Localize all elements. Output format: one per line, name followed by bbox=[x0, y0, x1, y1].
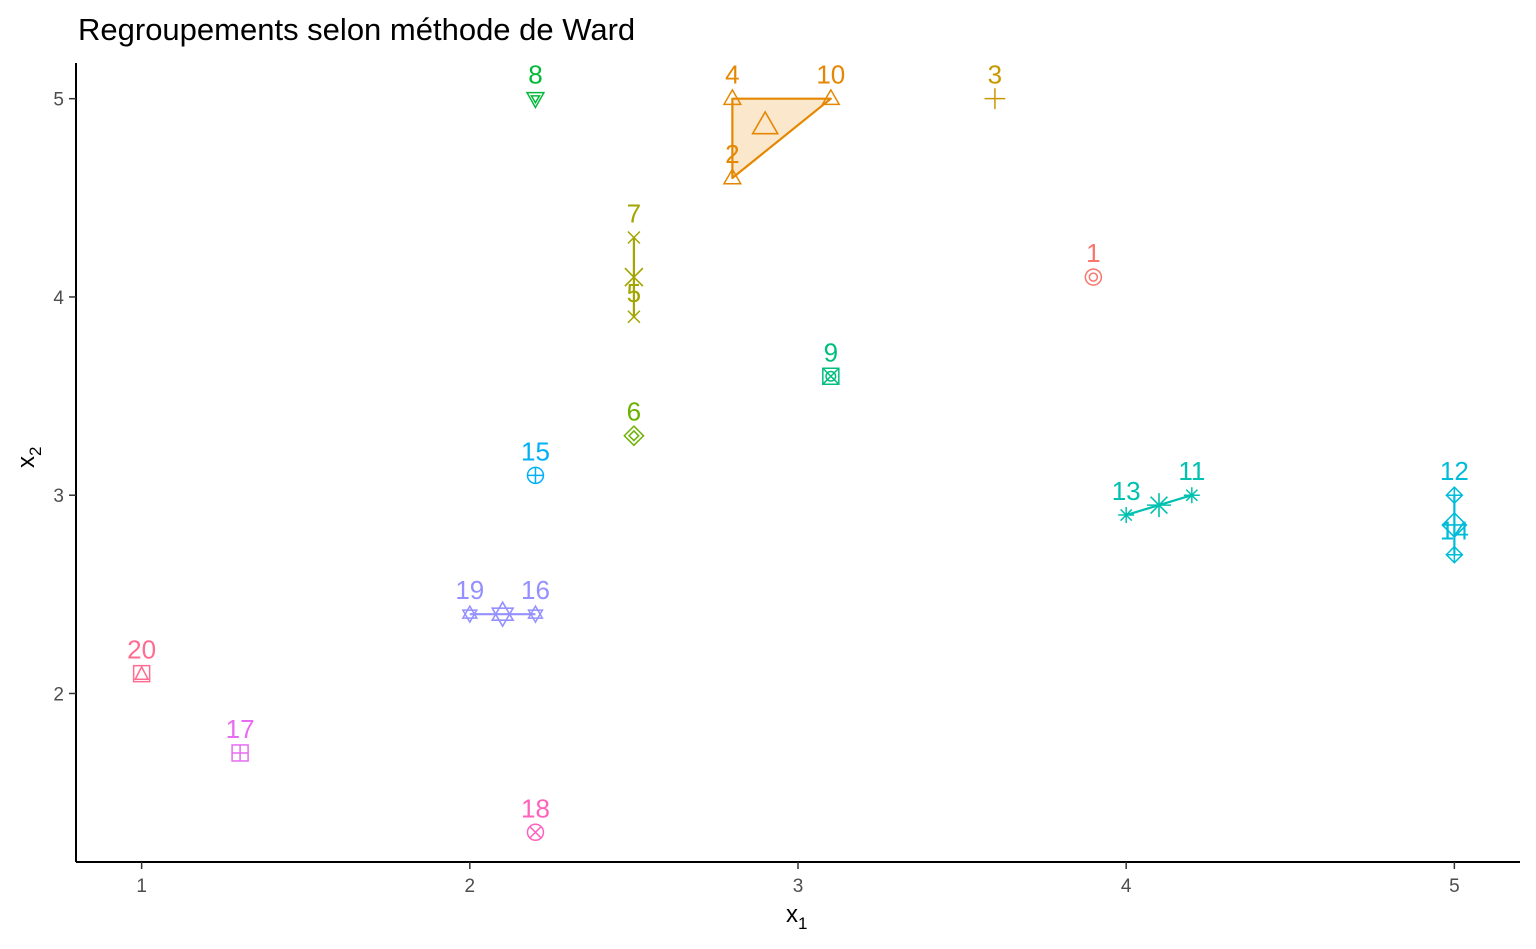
point-label: 15 bbox=[521, 436, 550, 466]
data-point bbox=[627, 230, 641, 245]
cluster-centroid bbox=[490, 600, 515, 628]
data-point bbox=[1118, 507, 1135, 524]
data-point bbox=[525, 91, 546, 110]
y-axis-ticks: 2 3 4 5 bbox=[53, 90, 76, 705]
data-point bbox=[132, 664, 151, 683]
data-point bbox=[627, 310, 641, 324]
data-points bbox=[132, 88, 1464, 842]
data-point bbox=[822, 367, 840, 386]
point-label: 3 bbox=[988, 60, 1002, 90]
y-tick-label: 2 bbox=[53, 684, 64, 705]
cluster-centroid bbox=[624, 267, 644, 287]
data-point bbox=[623, 425, 645, 447]
x-tick-label: 2 bbox=[465, 876, 476, 897]
point-label: 10 bbox=[816, 60, 845, 90]
point-label: 17 bbox=[226, 714, 255, 744]
cluster-centroid bbox=[751, 110, 780, 135]
data-point bbox=[1084, 268, 1103, 286]
x-axis-title: x1 bbox=[786, 901, 807, 933]
data-point bbox=[461, 604, 479, 624]
data-point bbox=[984, 88, 1006, 110]
cluster-hulls bbox=[469, 97, 1456, 616]
point-label: 6 bbox=[627, 397, 641, 427]
point-label: 16 bbox=[521, 575, 550, 605]
x-axis-ticks: 1 2 3 4 5 bbox=[136, 862, 1460, 897]
point-label: 14 bbox=[1440, 516, 1469, 546]
y-tick-label: 4 bbox=[53, 288, 64, 309]
point-label: 12 bbox=[1440, 456, 1469, 486]
x-tick-label: 3 bbox=[793, 876, 804, 897]
point-label: 4 bbox=[725, 60, 739, 90]
data-point bbox=[231, 744, 249, 762]
data-point bbox=[526, 823, 545, 842]
point-label: 13 bbox=[1112, 476, 1141, 506]
x-tick-label: 4 bbox=[1121, 876, 1132, 897]
y-axis-title: x2 bbox=[13, 447, 45, 468]
cluster-hull bbox=[731, 97, 832, 180]
point-label: 7 bbox=[627, 198, 641, 228]
data-point bbox=[1445, 486, 1464, 505]
point-label: 18 bbox=[521, 793, 550, 823]
point-label: 11 bbox=[1178, 456, 1205, 486]
point-label: 20 bbox=[127, 635, 156, 665]
cluster-centroids bbox=[490, 110, 1468, 628]
point-label: 8 bbox=[528, 60, 542, 90]
data-point bbox=[527, 604, 544, 624]
data-point bbox=[1183, 487, 1200, 504]
point-label: 2 bbox=[725, 139, 739, 169]
x-tick-label: 1 bbox=[136, 876, 147, 897]
point-label: 5 bbox=[627, 278, 641, 308]
cluster-centroid bbox=[1147, 493, 1171, 518]
point-label: 9 bbox=[824, 337, 838, 367]
data-point bbox=[722, 167, 743, 185]
y-tick-label: 3 bbox=[53, 486, 64, 507]
point-label: 1 bbox=[1086, 238, 1100, 268]
data-point bbox=[722, 88, 743, 106]
chart-title: Regroupements selon méthode de Ward bbox=[78, 12, 635, 47]
data-point bbox=[1445, 545, 1464, 564]
data-point bbox=[821, 88, 841, 106]
point-label: 19 bbox=[455, 575, 484, 605]
x-tick-label: 5 bbox=[1449, 876, 1460, 897]
cluster-centroid bbox=[1441, 511, 1468, 539]
y-tick-label: 5 bbox=[53, 90, 64, 111]
data-point bbox=[526, 466, 545, 485]
